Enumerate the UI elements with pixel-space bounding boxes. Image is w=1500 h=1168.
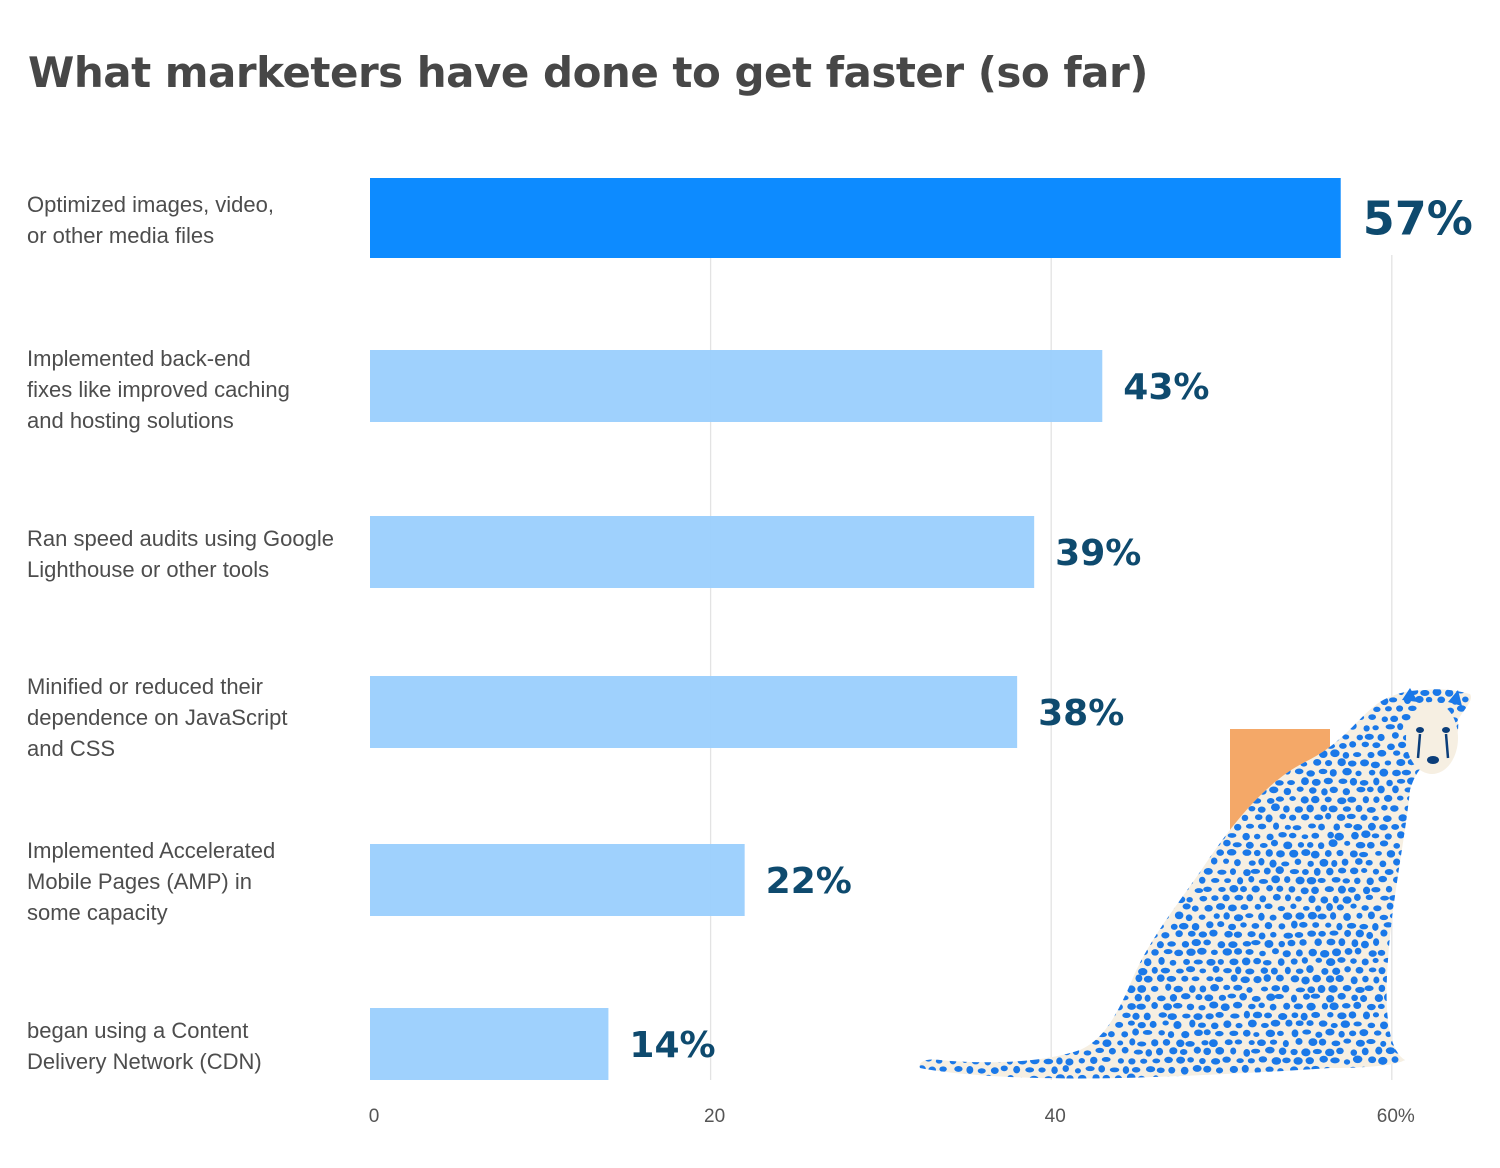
value-label-5: 14% (629, 1025, 715, 1066)
value-label-3: 38% (1038, 693, 1124, 734)
x-tick-label: 60% (1377, 1106, 1415, 1127)
labels: 0 20 40 60% 57% Optimized images, video, or ot… (27, 192, 1473, 1127)
bar-1 (370, 350, 1103, 422)
category-label-0: Optimized images, video, or other media f… (27, 192, 274, 248)
bar-4 (370, 844, 745, 916)
bar-2 (370, 516, 1035, 588)
x-tick-label: 40 (1045, 1106, 1066, 1127)
cheetah-face (1402, 688, 1462, 774)
category-label-3: Minified or reduced their dependence on J… (27, 674, 288, 761)
category-label-1: Implemented back-end fixes like improved … (27, 346, 290, 433)
bars (370, 178, 1341, 1080)
chart-title: What marketers have done to get faster (… (28, 48, 1148, 97)
value-label-4: 22% (766, 861, 852, 902)
category-label-5: began using a Content Delivery Network (C… (27, 1018, 262, 1074)
x-tick-label: 20 (704, 1106, 725, 1127)
bar-3 (370, 676, 1018, 748)
value-label-2: 39% (1055, 533, 1141, 574)
bar-5 (370, 1008, 609, 1080)
x-tick-label: 0 (369, 1106, 380, 1127)
category-label-4: Implemented Accelerated Mobile Pages (AMP… (27, 838, 275, 925)
value-label-0: 57% (1363, 192, 1473, 246)
bar-0 (370, 178, 1341, 258)
value-label-1: 43% (1123, 367, 1209, 408)
category-label-2: Ran speed audits using Google Lighthouse … (27, 526, 334, 582)
